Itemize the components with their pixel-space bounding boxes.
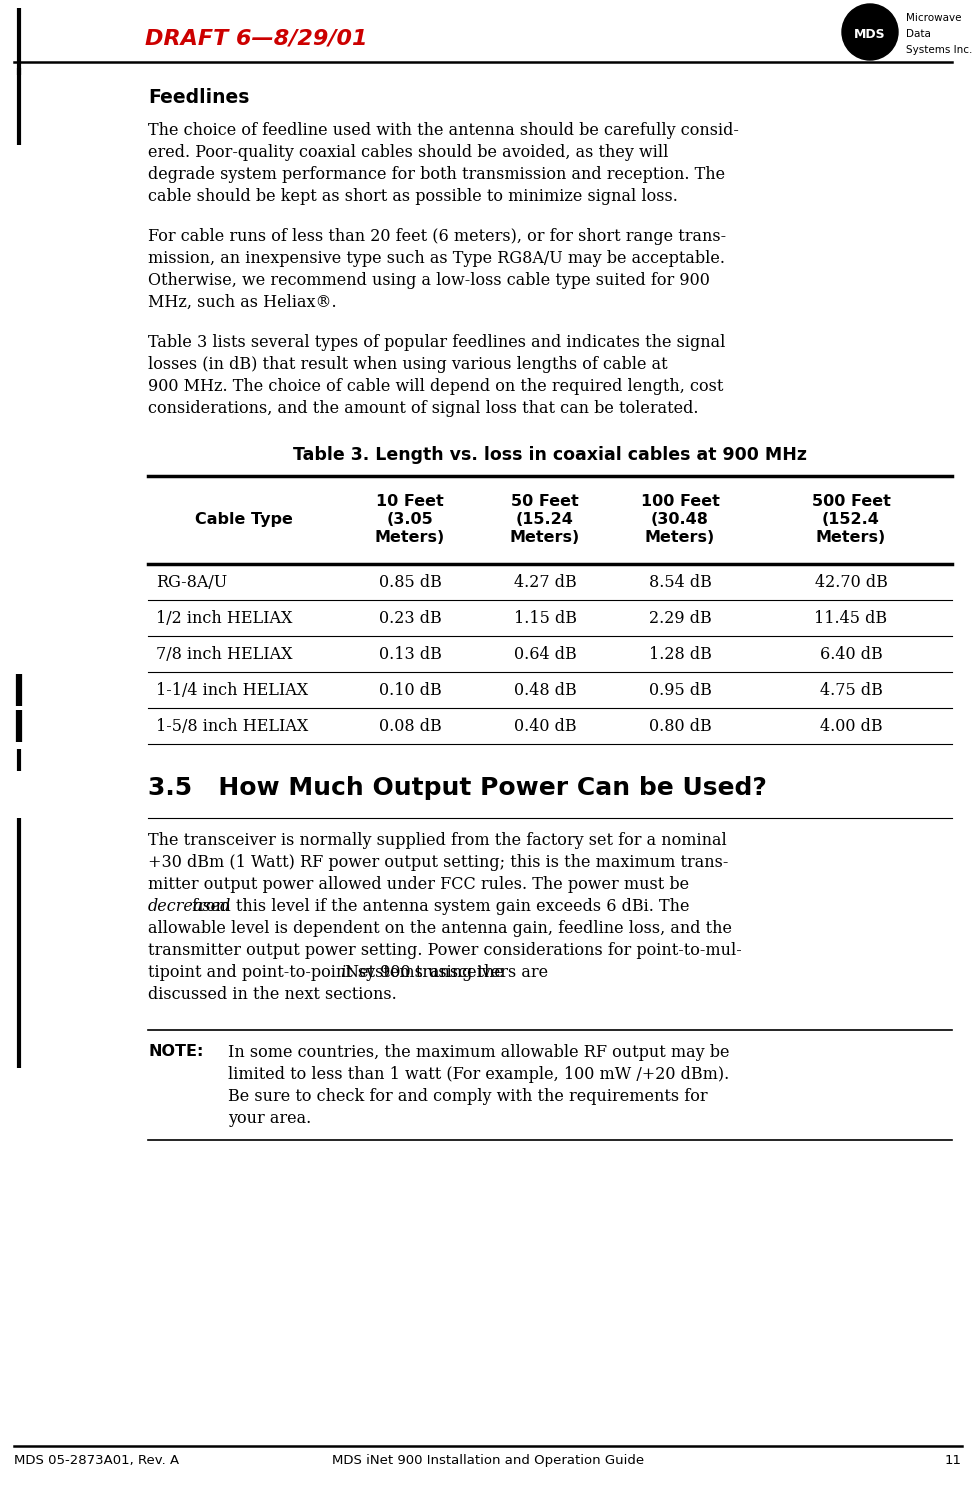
Text: 900 MHz. The choice of cable will depend on the required length, cost: 900 MHz. The choice of cable will depend… [148,379,723,395]
Text: (30.48: (30.48 [651,511,709,526]
Text: 0.48 dB: 0.48 dB [514,681,576,699]
Text: 7/8 inch HELIAX: 7/8 inch HELIAX [156,646,292,663]
Text: The choice of feedline used with the antenna should be carefully consid-: The choice of feedline used with the ant… [148,122,739,139]
Text: 11: 11 [945,1454,962,1467]
Text: 1.28 dB: 1.28 dB [649,646,711,663]
Text: Net 900 transceivers are: Net 900 transceivers are [345,965,548,981]
Text: 0.95 dB: 0.95 dB [649,681,711,699]
Text: Feedlines: Feedlines [148,88,249,107]
Text: RG-8A/U: RG-8A/U [156,574,227,590]
Text: Data: Data [906,28,931,39]
Text: (152.4: (152.4 [822,511,880,526]
Text: 8.54 dB: 8.54 dB [649,574,711,590]
Text: MDS iNet 900 Installation and Operation Guide: MDS iNet 900 Installation and Operation … [332,1454,644,1467]
Text: 3.5   How Much Output Power Can be Used?: 3.5 How Much Output Power Can be Used? [148,775,767,801]
Text: 6.40 dB: 6.40 dB [819,646,882,663]
Text: 0.64 dB: 0.64 dB [514,646,576,663]
Text: 1-5/8 inch HELIAX: 1-5/8 inch HELIAX [156,719,309,735]
Text: (15.24: (15.24 [516,511,574,526]
Circle shape [842,4,898,60]
Text: 0.85 dB: 0.85 dB [378,574,441,590]
Text: i: i [340,965,346,981]
Text: Otherwise, we recommend using a low-loss cable type suited for 900: Otherwise, we recommend using a low-loss… [148,271,710,289]
Text: 0.80 dB: 0.80 dB [649,719,711,735]
Text: Systems Inc.: Systems Inc. [906,45,972,55]
Text: mitter output power allowed under FCC rules. The power must be: mitter output power allowed under FCC ru… [148,877,689,893]
Text: For cable runs of less than 20 feet (6 meters), or for short range trans-: For cable runs of less than 20 feet (6 m… [148,228,726,245]
Text: considerations, and the amount of signal loss that can be tolerated.: considerations, and the amount of signal… [148,400,699,417]
Text: Cable Type: Cable Type [195,511,293,526]
Text: 0.08 dB: 0.08 dB [378,719,441,735]
Text: mission, an inexpensive type such as Type RG8A/U may be acceptable.: mission, an inexpensive type such as Typ… [148,250,725,267]
Text: 42.70 dB: 42.70 dB [814,574,888,590]
Text: MDS 05-2873A01, Rev. A: MDS 05-2873A01, Rev. A [14,1454,179,1467]
Text: (3.05: (3.05 [387,511,433,526]
Text: 1.15 dB: 1.15 dB [514,610,576,628]
Text: Microwave: Microwave [906,13,961,22]
Text: 0.13 dB: 0.13 dB [378,646,441,663]
Text: DRAFT 6—8/29/01: DRAFT 6—8/29/01 [145,28,368,48]
Text: The transceiver is normally supplied from the factory set for a nominal: The transceiver is normally supplied fro… [148,832,727,848]
Text: degrade system performance for both transmission and reception. The: degrade system performance for both tran… [148,166,725,183]
Text: +30 dBm (1 Watt) RF power output setting; this is the maximum trans-: +30 dBm (1 Watt) RF power output setting… [148,854,728,871]
Text: 1/2 inch HELIAX: 1/2 inch HELIAX [156,610,292,628]
Text: Table 3 lists several types of popular feedlines and indicates the signal: Table 3 lists several types of popular f… [148,334,725,350]
Text: Meters): Meters) [510,529,580,546]
Text: limited to less than 1 watt (For example, 100 mW /+20 dBm).: limited to less than 1 watt (For example… [228,1066,729,1082]
Text: losses (in dB) that result when using various lengths of cable at: losses (in dB) that result when using va… [148,356,667,373]
Text: from this level if the antenna system gain exceeds 6 dBi. The: from this level if the antenna system ga… [186,898,689,915]
Text: Table 3. Length vs. loss in coaxial cables at 900 MHz: Table 3. Length vs. loss in coaxial cabl… [293,446,807,464]
Text: decreased: decreased [148,898,231,915]
Text: Meters): Meters) [645,529,715,546]
Text: 11.45 dB: 11.45 dB [814,610,888,628]
Text: In some countries, the maximum allowable RF output may be: In some countries, the maximum allowable… [228,1044,729,1062]
Text: Be sure to check for and comply with the requirements for: Be sure to check for and comply with the… [228,1088,708,1105]
Text: 0.10 dB: 0.10 dB [378,681,441,699]
Text: tipoint and point-to-point systems using the: tipoint and point-to-point systems using… [148,965,509,981]
Text: MHz, such as Heliax®.: MHz, such as Heliax®. [148,294,336,312]
Text: your area.: your area. [228,1109,312,1127]
Text: MDS: MDS [855,27,886,40]
Text: 1-1/4 inch HELIAX: 1-1/4 inch HELIAX [156,681,308,699]
Text: 2.29 dB: 2.29 dB [649,610,711,628]
Text: 4.27 dB: 4.27 dB [514,574,576,590]
Text: 50 Feet: 50 Feet [512,494,579,508]
Text: 100 Feet: 100 Feet [641,494,719,508]
Text: ered. Poor-quality coaxial cables should be avoided, as they will: ered. Poor-quality coaxial cables should… [148,145,668,161]
Text: transmitter output power setting. Power considerations for point-to-mul-: transmitter output power setting. Power … [148,942,742,959]
Text: cable should be kept as short as possible to minimize signal loss.: cable should be kept as short as possibl… [148,188,678,204]
Text: 0.40 dB: 0.40 dB [514,719,576,735]
Text: Meters): Meters) [816,529,886,546]
Text: Meters): Meters) [375,529,445,546]
Text: 10 Feet: 10 Feet [376,494,444,508]
Text: allowable level is dependent on the antenna gain, feedline loss, and the: allowable level is dependent on the ante… [148,920,732,936]
Text: 4.75 dB: 4.75 dB [819,681,882,699]
Text: discussed in the next sections.: discussed in the next sections. [148,986,397,1003]
Text: 4.00 dB: 4.00 dB [819,719,882,735]
Text: 0.23 dB: 0.23 dB [378,610,441,628]
Text: NOTE:: NOTE: [148,1044,204,1059]
Text: 500 Feet: 500 Feet [811,494,891,508]
